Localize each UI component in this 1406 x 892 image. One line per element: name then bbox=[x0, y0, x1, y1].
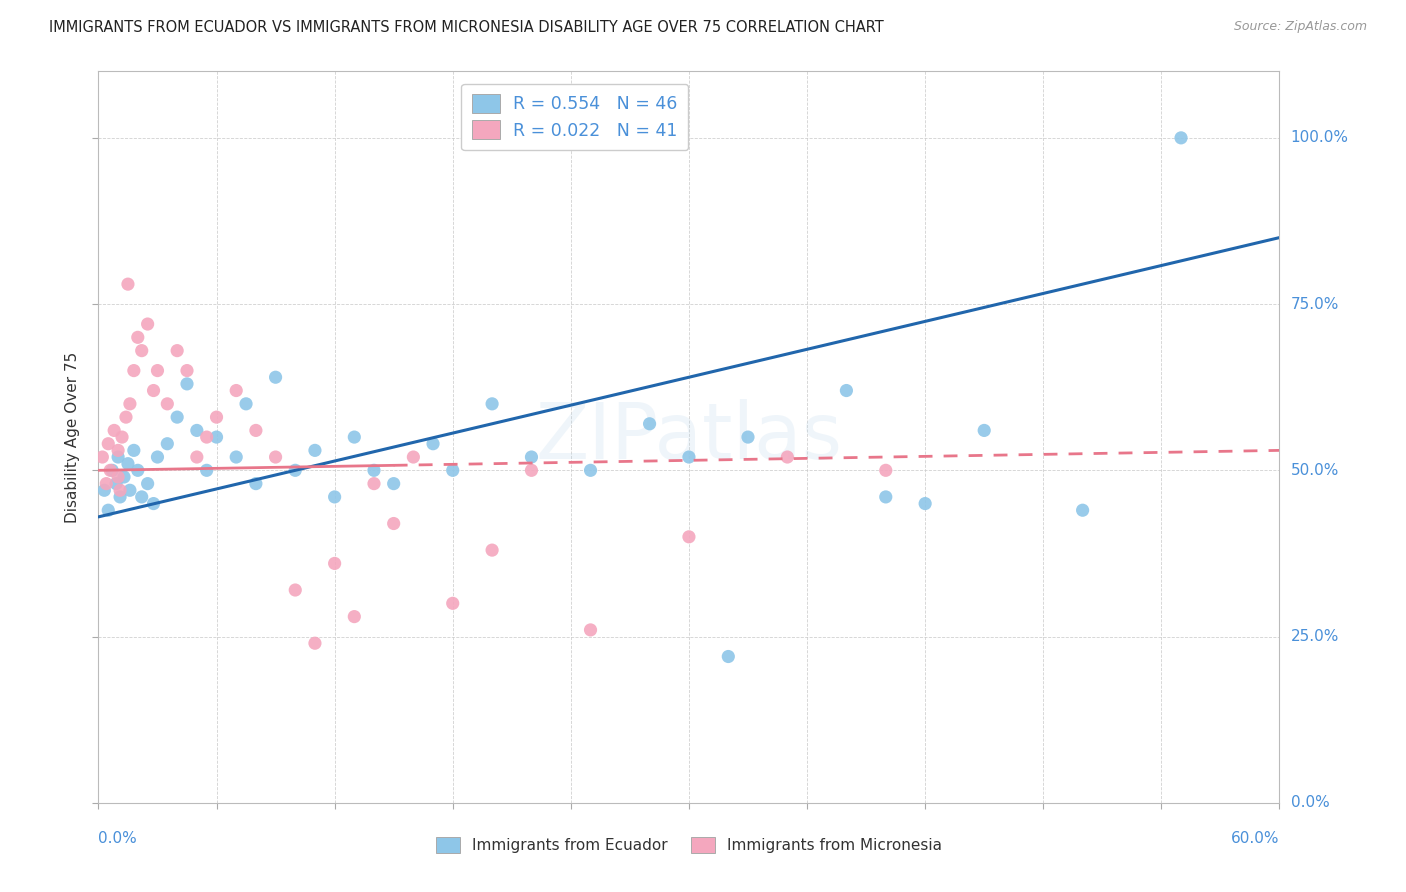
Point bbox=[441, 596, 464, 610]
Point bbox=[264, 450, 287, 464]
Point bbox=[304, 636, 326, 650]
Point bbox=[93, 483, 115, 498]
Point bbox=[111, 430, 134, 444]
Point bbox=[127, 463, 149, 477]
Point bbox=[105, 476, 128, 491]
Point bbox=[245, 424, 267, 438]
Text: ZIPatlas: ZIPatlas bbox=[536, 399, 842, 475]
Point bbox=[638, 417, 661, 431]
Point bbox=[107, 470, 129, 484]
Point bbox=[1071, 503, 1094, 517]
Point bbox=[205, 430, 228, 444]
Point bbox=[108, 483, 131, 498]
Point bbox=[520, 463, 543, 477]
Point bbox=[136, 317, 159, 331]
Point bbox=[118, 483, 141, 498]
Point bbox=[422, 436, 444, 450]
Point bbox=[186, 450, 208, 464]
Point bbox=[678, 450, 700, 464]
Point bbox=[127, 330, 149, 344]
Point bbox=[225, 384, 247, 398]
Point bbox=[195, 430, 218, 444]
Point bbox=[579, 623, 602, 637]
Point bbox=[118, 397, 141, 411]
Point bbox=[402, 450, 425, 464]
Text: 60.0%: 60.0% bbox=[1232, 830, 1279, 846]
Point bbox=[131, 343, 153, 358]
Text: 100.0%: 100.0% bbox=[1291, 130, 1348, 145]
Point bbox=[323, 557, 346, 571]
Point bbox=[112, 470, 135, 484]
Point bbox=[737, 430, 759, 444]
Text: 0.0%: 0.0% bbox=[98, 830, 138, 846]
Point bbox=[245, 476, 267, 491]
Point bbox=[108, 490, 131, 504]
Point bbox=[122, 443, 145, 458]
Point bbox=[323, 490, 346, 504]
Point bbox=[343, 609, 366, 624]
Point bbox=[166, 343, 188, 358]
Point bbox=[103, 424, 125, 438]
Point bbox=[717, 649, 740, 664]
Point bbox=[875, 490, 897, 504]
Point bbox=[98, 463, 121, 477]
Text: IMMIGRANTS FROM ECUADOR VS IMMIGRANTS FROM MICRONESIA DISABILITY AGE OVER 75 COR: IMMIGRANTS FROM ECUADOR VS IMMIGRANTS FR… bbox=[49, 20, 884, 35]
Point bbox=[973, 424, 995, 438]
Point bbox=[97, 503, 120, 517]
Point bbox=[176, 376, 198, 391]
Point bbox=[117, 457, 139, 471]
Point bbox=[481, 543, 503, 558]
Point bbox=[264, 370, 287, 384]
Point bbox=[146, 450, 169, 464]
Text: Source: ZipAtlas.com: Source: ZipAtlas.com bbox=[1233, 20, 1367, 33]
Point bbox=[142, 497, 165, 511]
Text: 25.0%: 25.0% bbox=[1291, 629, 1339, 644]
Point bbox=[382, 516, 405, 531]
Point bbox=[156, 397, 179, 411]
Point bbox=[136, 476, 159, 491]
Point bbox=[122, 363, 145, 377]
Text: 0.0%: 0.0% bbox=[1291, 796, 1329, 810]
Point bbox=[343, 430, 366, 444]
Point bbox=[166, 410, 188, 425]
Point bbox=[481, 397, 503, 411]
Point bbox=[91, 450, 114, 464]
Legend: Immigrants from Ecuador, Immigrants from Micronesia: Immigrants from Ecuador, Immigrants from… bbox=[427, 829, 950, 861]
Point bbox=[776, 450, 799, 464]
Point bbox=[363, 463, 385, 477]
Text: 75.0%: 75.0% bbox=[1291, 297, 1339, 311]
Point bbox=[441, 463, 464, 477]
Point bbox=[142, 384, 165, 398]
Point bbox=[156, 436, 179, 450]
Point bbox=[107, 450, 129, 464]
Point bbox=[205, 410, 228, 425]
Point bbox=[96, 476, 118, 491]
Point bbox=[382, 476, 405, 491]
Point bbox=[835, 384, 858, 398]
Point bbox=[131, 490, 153, 504]
Point bbox=[117, 277, 139, 292]
Point bbox=[1170, 131, 1192, 145]
Point bbox=[146, 363, 169, 377]
Point bbox=[225, 450, 247, 464]
Point bbox=[195, 463, 218, 477]
Point bbox=[101, 463, 124, 477]
Y-axis label: Disability Age Over 75: Disability Age Over 75 bbox=[65, 351, 80, 523]
Point bbox=[304, 443, 326, 458]
Text: 50.0%: 50.0% bbox=[1291, 463, 1339, 478]
Point bbox=[115, 410, 138, 425]
Point bbox=[107, 443, 129, 458]
Point bbox=[875, 463, 897, 477]
Point bbox=[176, 363, 198, 377]
Point bbox=[914, 497, 936, 511]
Point bbox=[284, 463, 307, 477]
Point bbox=[678, 530, 700, 544]
Point bbox=[97, 436, 120, 450]
Point bbox=[520, 450, 543, 464]
Point bbox=[186, 424, 208, 438]
Point bbox=[235, 397, 257, 411]
Point bbox=[284, 582, 307, 597]
Point bbox=[579, 463, 602, 477]
Point bbox=[363, 476, 385, 491]
